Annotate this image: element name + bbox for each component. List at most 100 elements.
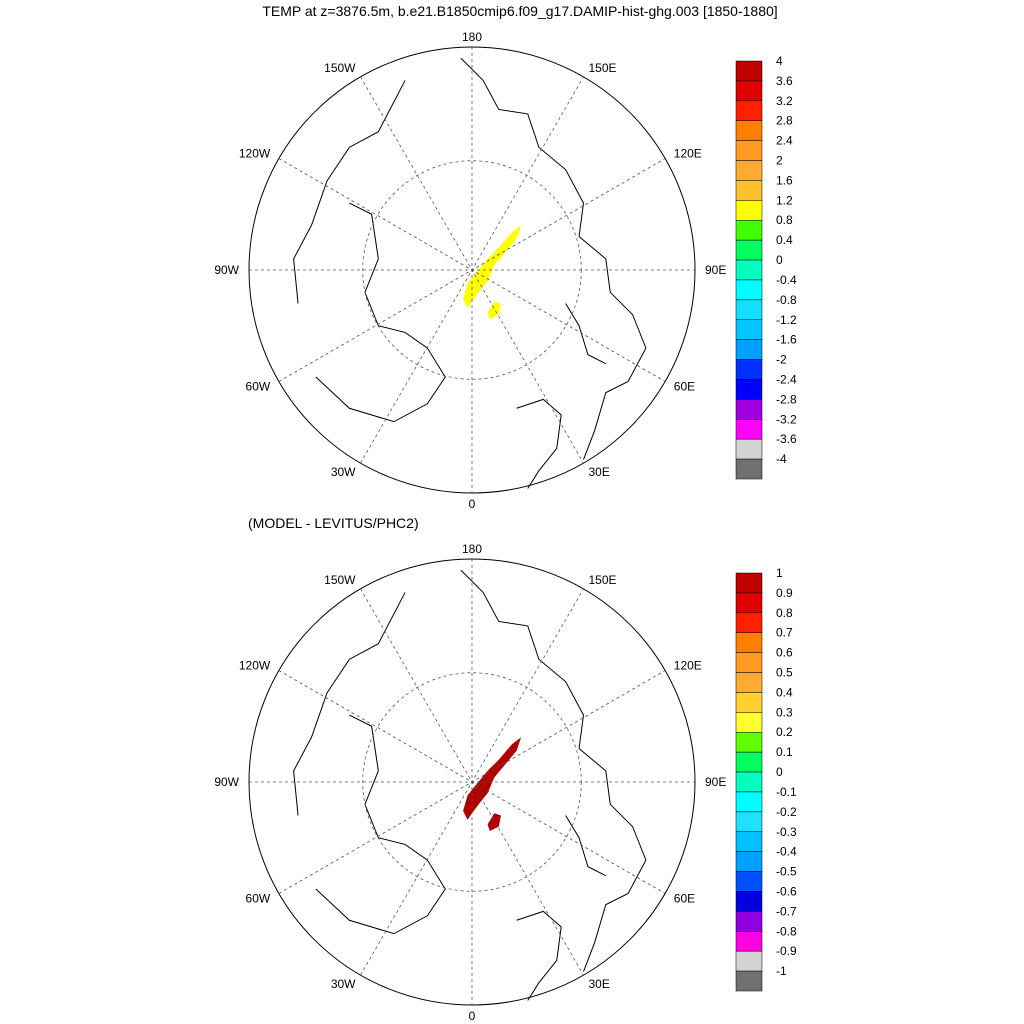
panel-subtitle: (MODEL - LEVITUS/PHC2) xyxy=(248,515,419,531)
colorbar-label: 0.5 xyxy=(776,666,793,680)
colorbar-label: -0.4 xyxy=(776,845,797,859)
colorbar-label: 0 xyxy=(776,253,783,267)
field-shading xyxy=(463,737,522,832)
longitude-label: 30E xyxy=(589,977,610,991)
coastline xyxy=(293,592,406,816)
colorbar-swatch xyxy=(735,160,763,181)
colorbar-label: -2 xyxy=(776,353,787,367)
colorbar-swatch xyxy=(735,851,763,872)
coastline xyxy=(516,398,562,489)
colorbar-label: -0.8 xyxy=(776,293,797,307)
graticule xyxy=(249,47,695,493)
longitude-label: 0 xyxy=(469,497,476,511)
colorbar-label: -2.4 xyxy=(776,372,797,386)
coastlines xyxy=(293,57,647,489)
colorbar-label: -3.6 xyxy=(776,432,797,446)
longitude-label: 120E xyxy=(674,659,702,673)
colorbar-swatch xyxy=(735,419,763,440)
colorbar-label: 0.9 xyxy=(776,586,793,600)
colorbar-label: 2.4 xyxy=(776,134,793,148)
colorbar-swatch xyxy=(735,592,763,614)
longitude-label: 90E xyxy=(705,775,726,789)
coastline xyxy=(293,80,406,304)
colorbar-label: 1 xyxy=(776,566,783,580)
coastline xyxy=(565,815,607,877)
longitude-label: 30W xyxy=(331,465,356,479)
colorbar-label: 4 xyxy=(776,54,783,68)
longitude-label: 150E xyxy=(589,61,617,75)
colorbar-label: -1 xyxy=(776,964,787,978)
longitude-label: 150W xyxy=(324,61,356,75)
colorbar-swatch xyxy=(735,652,763,673)
colorbar-swatch xyxy=(735,299,763,321)
field-region xyxy=(487,813,501,832)
longitude-label: 90W xyxy=(214,263,239,277)
colorbar-label: -0.3 xyxy=(776,825,797,839)
colorbar-label: 2.8 xyxy=(776,114,793,128)
colorbar-label: 0.1 xyxy=(776,745,793,759)
longitude-label: 60W xyxy=(246,380,271,394)
colorbar-swatch xyxy=(735,379,763,400)
coastline xyxy=(460,569,647,972)
map-panel-bottom: (MODEL - LEVITUS/PHC2) 180 150E 120E 90E 60E 3… xyxy=(214,515,797,1023)
colorbar-swatch xyxy=(735,731,763,753)
colorbar-label: -0.4 xyxy=(776,273,797,287)
colorbar-label: -0.7 xyxy=(776,904,797,918)
colorbar-label: 3.6 xyxy=(776,74,793,88)
longitude-label: 90W xyxy=(214,775,239,789)
coastlines xyxy=(293,569,647,1001)
colorbar: 4 3.6 3.2 2.8 2.4 2 1.6 1.2 0.8 0.4 0 -0.4 -0.8 -1.2 -… xyxy=(735,54,797,480)
longitude-label: 60E xyxy=(674,380,695,394)
meridian-line xyxy=(360,76,584,464)
longitude-label: 60W xyxy=(246,892,271,906)
latitude-circle xyxy=(362,672,582,892)
colorbar-label: -0.6 xyxy=(776,884,797,898)
colorbar-swatch xyxy=(735,60,763,82)
colorbar-label: -1.2 xyxy=(776,313,797,327)
colorbar-label: 0.7 xyxy=(776,626,793,640)
colorbar-swatch xyxy=(735,970,763,992)
colorbar-swatch xyxy=(735,339,763,360)
colorbar-label: -0.5 xyxy=(776,865,797,879)
colorbar-swatch xyxy=(735,458,763,480)
coastline xyxy=(565,303,607,365)
polar-map: 180 150E 120E 90E 60E 30E 0 30W 60W 90W 120W 150W xyxy=(214,30,726,511)
colorbar-label: -4 xyxy=(776,452,787,466)
longitude-label: 120E xyxy=(674,147,702,161)
colorbar-swatch xyxy=(735,399,763,420)
colorbar-swatch xyxy=(735,200,763,221)
colorbar-swatch xyxy=(735,572,763,594)
colorbar-swatch xyxy=(735,891,763,912)
coastline xyxy=(315,714,446,935)
colorbar-swatch xyxy=(735,950,763,972)
latitude-circle xyxy=(362,160,582,380)
colorbar-label: -2.8 xyxy=(776,392,797,406)
colorbar-swatch xyxy=(735,100,763,121)
longitude-label: 180 xyxy=(462,542,482,556)
colorbar-label: 2 xyxy=(776,154,783,168)
colorbar-label: 3.2 xyxy=(776,94,793,108)
colorbar-swatch xyxy=(735,871,763,892)
longitude-label: 60E xyxy=(674,892,695,906)
longitude-label: 30W xyxy=(331,977,356,991)
coastline xyxy=(516,910,562,1001)
colorbar-label: -0.9 xyxy=(776,944,797,958)
colorbar-swatch xyxy=(735,239,763,261)
colorbar-swatch xyxy=(735,319,763,340)
field-region xyxy=(463,737,522,820)
graticule xyxy=(249,559,695,1005)
figure-title: TEMP at z=3876.5m, b.e21.B1850cmip6.f09_… xyxy=(262,3,777,19)
longitude-label: 90E xyxy=(705,263,726,277)
colorbar-swatch xyxy=(735,751,763,773)
colorbar-swatch xyxy=(735,80,763,102)
colorbar-label: -0.1 xyxy=(776,785,797,799)
colorbar-label: 0.4 xyxy=(776,685,793,699)
colorbar-label: 1.6 xyxy=(776,173,793,187)
field-region xyxy=(487,301,501,320)
coastline xyxy=(460,57,647,460)
colorbar-swatch xyxy=(735,359,763,380)
colorbar-label: -1.6 xyxy=(776,333,797,347)
colorbar-label: -3.2 xyxy=(776,412,797,426)
longitude-label: 180 xyxy=(462,30,482,44)
